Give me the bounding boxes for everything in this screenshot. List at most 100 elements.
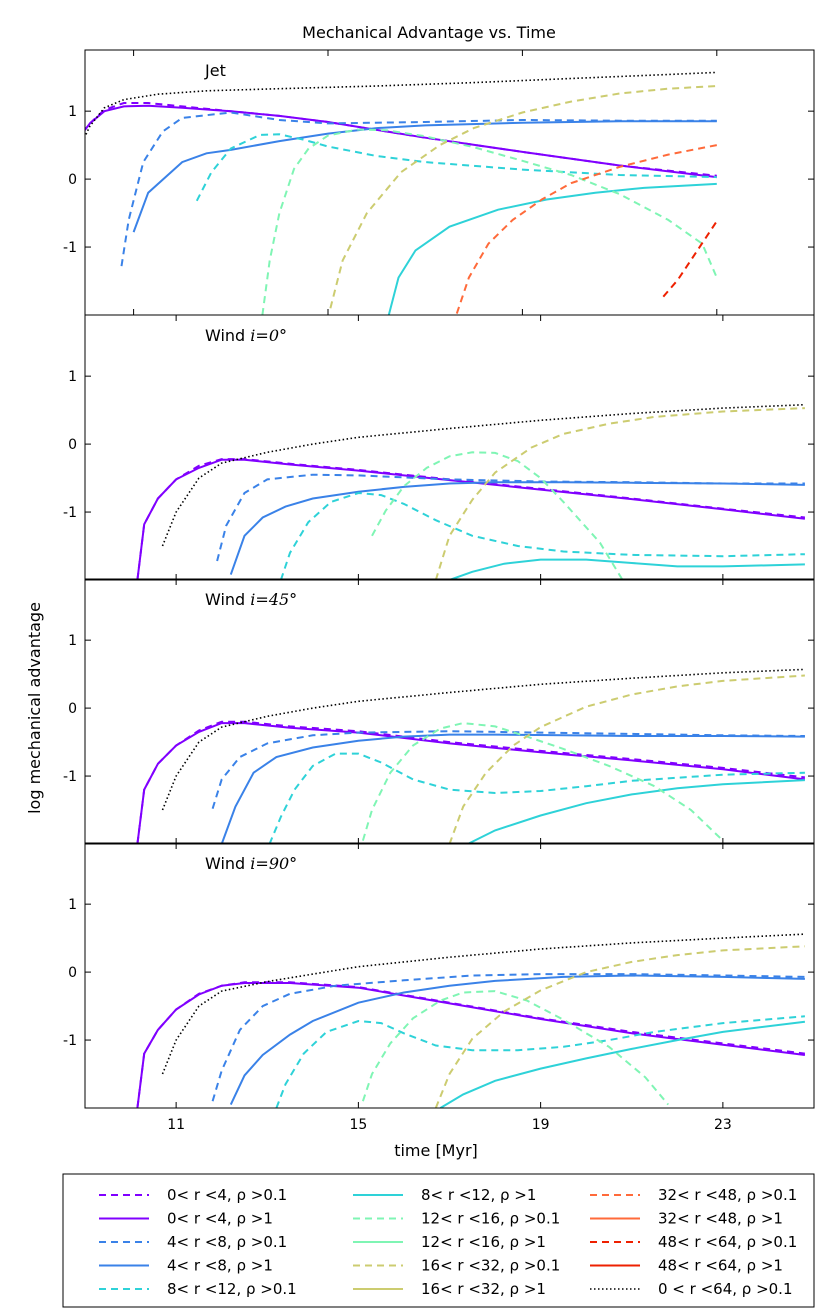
legend-entry: 0< r <4, ρ >1	[99, 1210, 273, 1228]
panel-label-math: i=90°	[250, 854, 297, 873]
legend-label: 8< r <12, ρ >0.1	[167, 1280, 297, 1298]
series-line-0	[136, 458, 806, 580]
panels-group: 1 0 -1 Jet 1 0 -1 Wind i=0° 1 0 -1 Wind i=45° 1 0 -1 Wi…	[63, 49, 815, 1133]
y-tick-label: 0	[68, 701, 77, 717]
legend: 0< r <4, ρ >0.1 0< r <4, ρ >1 4< r <8, ρ >…	[62, 1173, 815, 1308]
series-line-1	[136, 458, 806, 580]
series-line-3	[229, 481, 805, 575]
series-line-4	[275, 1015, 805, 1108]
legend-label: 4< r <8, ρ >1	[167, 1257, 273, 1275]
legend-entry: 8< r <12, ρ >0.1	[99, 1280, 297, 1298]
legend-label: 4< r <8, ρ >0.1	[167, 1233, 287, 1251]
legend-entry: 16< r <32, ρ >1	[353, 1280, 546, 1298]
series-line-6	[371, 451, 624, 580]
panel-label-math: i=45°	[250, 590, 297, 609]
legend-label: 0< r <4, ρ >0.1	[167, 1186, 287, 1204]
series-line-10	[85, 71, 717, 139]
x-tick-label: 23	[714, 1117, 732, 1133]
legend-label: 12< r <16, ρ >0.1	[421, 1210, 560, 1228]
series-line-8	[455, 144, 717, 314]
y-tick-label: 1	[68, 369, 77, 385]
legend-entry: 4< r <8, ρ >0.1	[99, 1233, 287, 1251]
series-group	[136, 933, 806, 1108]
panel-frame	[84, 842, 815, 1109]
legend-label: 12< r <16, ρ >1	[421, 1233, 546, 1251]
legend-entry: 0 < r <64, ρ >0.1	[590, 1280, 793, 1298]
legend-label: 32< r <48, ρ >1	[658, 1210, 783, 1228]
series-line-7	[448, 674, 805, 844]
legend-entry: 4< r <8, ρ >1	[99, 1257, 273, 1275]
series-line-5	[467, 779, 805, 844]
series-group	[85, 71, 718, 315]
series-line-7	[434, 407, 805, 580]
series-line-2	[211, 730, 805, 809]
legend-frame	[62, 1173, 815, 1308]
series-line-8	[161, 668, 805, 811]
legend-label: 0< r <4, ρ >1	[167, 1210, 273, 1228]
panel-3: 1 0 -1 Wind i=90°	[63, 842, 815, 1109]
legend-entry: 12< r <16, ρ >1	[353, 1233, 546, 1251]
series-group	[136, 403, 806, 580]
legend-entry: 32< r <48, ρ >0.1	[590, 1186, 797, 1204]
series-line-6	[361, 722, 724, 842]
y-tick-label: -1	[63, 769, 77, 785]
series-line-6	[361, 990, 669, 1106]
series-line-1	[85, 104, 717, 179]
legend-entry: 8< r <12, ρ >1	[353, 1186, 536, 1204]
panel-label-math: i=0°	[250, 326, 287, 345]
x-tick-label: 15	[349, 1117, 367, 1133]
series-line-2	[211, 973, 805, 1102]
series-line-6	[261, 128, 718, 315]
legend-entry: 48< r <64, ρ >1	[590, 1257, 783, 1275]
y-axis-label: log mechanical advantage	[25, 602, 44, 814]
series-line-3	[132, 120, 717, 233]
legend-label: 48< r <64, ρ >1	[658, 1257, 783, 1275]
y-tick-label: -1	[63, 1033, 77, 1049]
y-tick-label: 1	[68, 633, 77, 649]
series-line-8	[161, 933, 805, 1075]
series-line-7	[329, 85, 717, 309]
series-line-1	[136, 982, 806, 1108]
series-line-5	[449, 558, 805, 580]
legend-entry: 32< r <48, ρ >1	[590, 1210, 783, 1228]
series-line-4	[195, 133, 717, 202]
x-tick-label: 19	[532, 1117, 550, 1133]
legend-entry: 12< r <16, ρ >0.1	[353, 1210, 560, 1228]
panel-2: 1 0 -1 Wind i=45°	[63, 578, 815, 845]
series-line-0	[136, 720, 806, 844]
panel-label: Jet	[204, 61, 226, 80]
x-axis-label: time [Myr]	[394, 1141, 478, 1160]
y-tick-label: 1	[68, 897, 77, 913]
series-line-3	[220, 733, 805, 844]
legend-label: 8< r <12, ρ >1	[421, 1186, 536, 1204]
legend-label: 32< r <48, ρ >0.1	[658, 1186, 797, 1204]
series-line-8	[161, 403, 805, 547]
legend-entry: 0< r <4, ρ >0.1	[99, 1186, 287, 1204]
legend-entry: 48< r <64, ρ >0.1	[590, 1233, 797, 1251]
legend-label: 48< r <64, ρ >0.1	[658, 1233, 797, 1251]
series-line-1	[136, 722, 806, 844]
series-line-2	[120, 111, 717, 267]
series-line-7	[434, 945, 805, 1108]
series-line-2	[216, 473, 805, 562]
series-line-5	[387, 182, 717, 315]
y-tick-label: -1	[63, 240, 77, 256]
y-tick-label: 0	[68, 965, 77, 981]
y-tick-label: 0	[68, 172, 77, 188]
legend-label: 16< r <32, ρ >1	[421, 1280, 546, 1298]
panel-label: Wind i=0°	[205, 326, 287, 345]
legend-label: 0 < r <64, ρ >0.1	[658, 1280, 793, 1298]
series-group	[136, 668, 806, 844]
y-tick-label: -1	[63, 505, 77, 521]
series-line-9	[662, 220, 718, 298]
figure-title: Mechanical Advantage vs. Time	[302, 23, 556, 42]
x-tick-label: 11	[167, 1117, 185, 1133]
panel-frame	[84, 578, 815, 845]
series-line-5	[439, 1020, 806, 1108]
panel-frame	[84, 49, 815, 316]
panel-label: Wind i=90°	[205, 854, 297, 873]
panel-0: 1 0 -1 Jet	[63, 49, 815, 316]
panel-frame	[84, 314, 815, 581]
legend-entry: 16< r <32, ρ >0.1	[353, 1257, 560, 1275]
